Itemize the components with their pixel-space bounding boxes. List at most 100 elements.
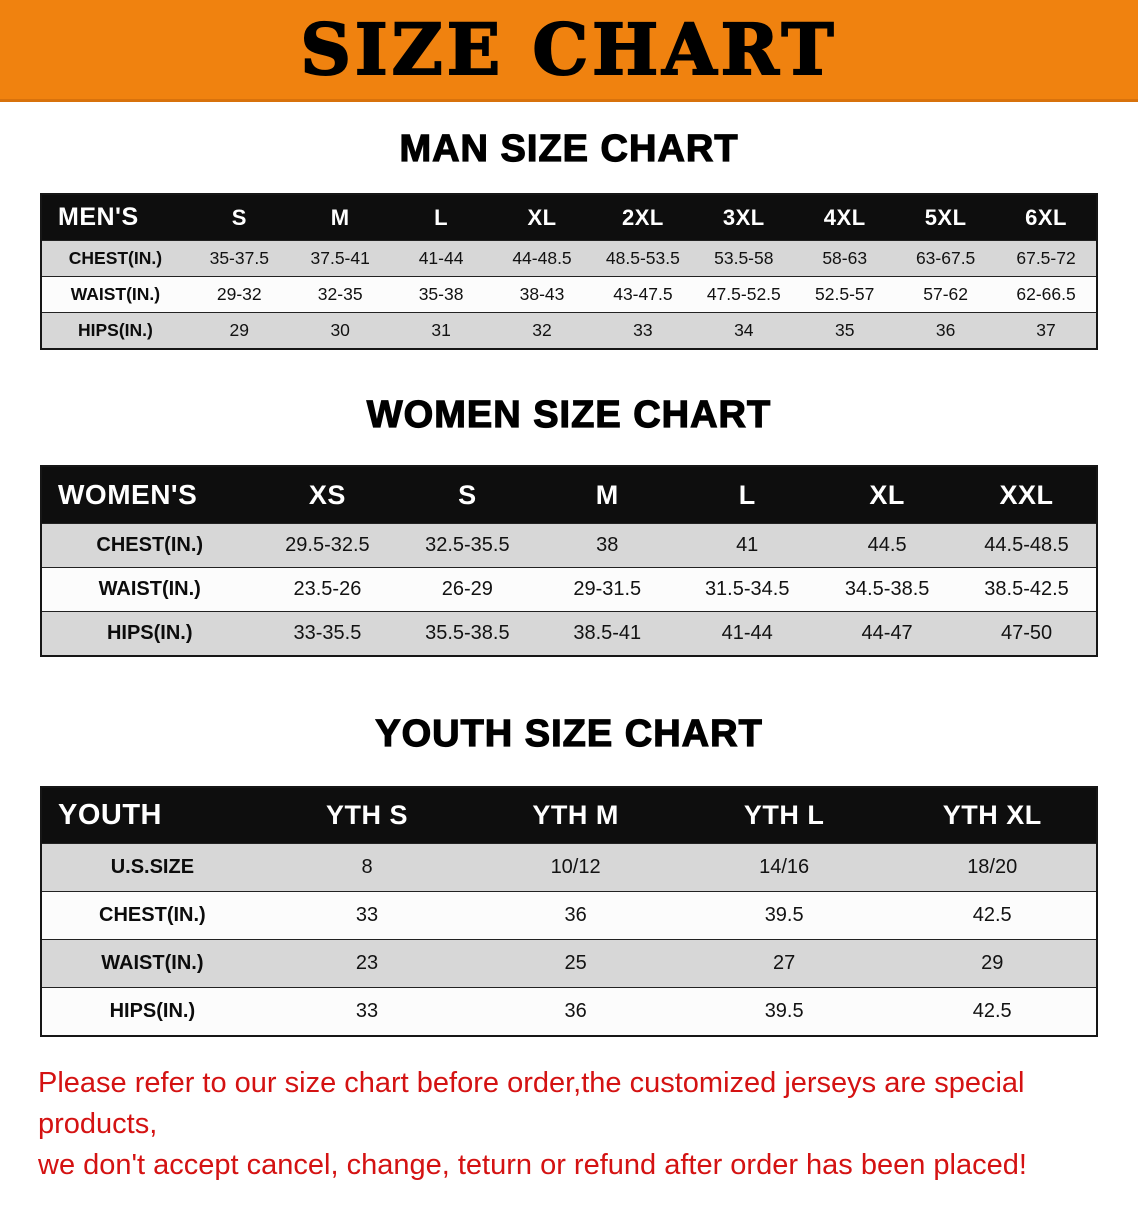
youth-size-column-header: YTH S — [262, 787, 472, 844]
youth-size-value: 27 — [773, 952, 796, 974]
youth-measure-row: CHEST(IN.) 33 36 39.5 42.5 — [41, 891, 1097, 940]
women-size-value: 38.5-42.5 — [984, 578, 1069, 600]
men-size-column-header: S — [188, 194, 290, 241]
men-size-value: 37.5-41 — [310, 248, 370, 268]
men-size-value: 29 — [229, 320, 250, 340]
women-size-column-header: M — [537, 466, 678, 524]
youth-measure-row: U.S.SIZE 8 10/12 14/16 18/20 — [41, 843, 1097, 892]
men-header-row: MEN'S S M L XL 2XL 3XL 4XL 5XL 6XL — [41, 194, 1097, 241]
women-size-value: 33-35.5 — [293, 622, 362, 644]
youth-section-heading: YOUTH SIZE CHART — [375, 712, 763, 755]
youth-size-value: 8 — [361, 856, 373, 878]
women-size-column-header: XL — [817, 466, 958, 524]
men-measure-row: HIPS(IN.) 29 30 31 32 33 34 35 36 37 — [41, 312, 1097, 349]
youth-size-value: 23 — [355, 952, 379, 974]
size-chart-banner: SIZE CHART — [0, 0, 1138, 102]
women-size-column-header: XXL — [957, 466, 1097, 524]
women-size-value: 38 — [596, 534, 619, 556]
men-size-value: 35-38 — [418, 284, 464, 304]
youth-row-label: CHEST(IN.) — [99, 904, 206, 926]
women-size-value: 35.5-38.5 — [425, 622, 510, 644]
youth-size-column-header: YTH XL — [888, 787, 1097, 844]
men-size-table: MEN'S S M L XL 2XL 3XL 4XL 5XL 6XL CHEST(IN.) 35-37… — [40, 193, 1098, 350]
women-table-corner-label: WOMEN'S — [41, 466, 258, 524]
men-size-value: 32 — [532, 320, 552, 340]
youth-size-value: 36 — [564, 904, 587, 926]
men-size-value: 41-44 — [418, 248, 464, 268]
women-size-value: 41 — [736, 534, 759, 556]
youth-size-value: 29 — [981, 952, 1004, 974]
women-size-value: 26-29 — [441, 578, 493, 600]
men-size-value: 48.5-53.5 — [605, 248, 680, 268]
disclaimer-line-2: we don't accept cancel, change, teturn o… — [38, 1149, 1027, 1182]
youth-table-wrap: YOUTH YTH S YTH M YTH L YTH XL U.S.SIZE 8 10/12… — [0, 786, 1138, 1037]
youth-size-value: 39.5 — [764, 1000, 804, 1022]
men-size-column-header: 4XL — [794, 194, 896, 241]
disclaimer-line-1: Please refer to our size chart before or… — [38, 1067, 1025, 1141]
men-size-column-header: 3XL — [693, 194, 795, 241]
women-size-value: 41-44 — [721, 622, 773, 644]
man-section-heading: MAN SIZE CHART — [399, 127, 739, 170]
youth-size-value: 39.5 — [764, 904, 804, 926]
youth-measure-row: WAIST(IN.) 23 25 27 29 — [41, 939, 1097, 988]
men-measure-row: WAIST(IN.) 29-32 32-35 35-38 38-43 43-47.5 47.… — [41, 276, 1097, 313]
women-size-value: 47-50 — [1000, 622, 1053, 644]
youth-size-table: YOUTH YTH S YTH M YTH L YTH XL U.S.SIZE 8 10/12… — [40, 786, 1098, 1037]
women-row-label: WAIST(IN.) — [98, 578, 201, 600]
women-size-column-header: S — [397, 466, 538, 524]
men-size-value: 35 — [834, 320, 855, 340]
youth-table-corner-label: YOUTH — [41, 787, 263, 844]
women-row-label: HIPS(IN.) — [106, 622, 193, 644]
women-row-label: CHEST(IN.) — [96, 534, 204, 556]
men-size-column-header: XL — [491, 194, 593, 241]
youth-row-label: WAIST(IN.) — [101, 952, 204, 974]
men-size-value: 43-47.5 — [613, 284, 673, 304]
women-measure-row: HIPS(IN.) 33-35.5 35.5-38.5 38.5-41 41-44 44-… — [41, 611, 1097, 656]
men-size-value: 33 — [633, 320, 653, 340]
men-size-value: 67.5-72 — [1016, 248, 1076, 268]
men-size-value: 36 — [935, 320, 956, 340]
youth-row-label: HIPS(IN.) — [109, 1000, 196, 1022]
women-table-wrap: WOMEN'S XS S M L XL XXL CHEST(IN.) 29.5-32.5 32.5… — [0, 465, 1138, 657]
women-size-value: 31.5-34.5 — [704, 578, 790, 600]
women-size-value: 44.5 — [867, 534, 907, 556]
men-size-value: 44-48.5 — [512, 248, 572, 268]
youth-size-value: 42.5 — [972, 904, 1012, 926]
men-size-value: 35-37.5 — [209, 248, 269, 268]
men-row-label: WAIST(IN.) — [70, 284, 161, 304]
men-size-column-header: M — [289, 194, 391, 241]
youth-size-value: 25 — [564, 952, 587, 974]
men-size-value: 30 — [330, 320, 350, 340]
youth-size-value: 10/12 — [550, 856, 601, 878]
women-size-value: 32.5-35.5 — [425, 534, 510, 556]
men-size-value: 37 — [1036, 320, 1056, 340]
men-measure-row: CHEST(IN.) 35-37.5 37.5-41 41-44 44-48.5 48.5… — [41, 240, 1097, 277]
men-table-wrap: MEN'S S M L XL 2XL 3XL 4XL 5XL 6XL CHEST(IN.) 35-37… — [0, 193, 1138, 350]
youth-row-label: U.S.SIZE — [110, 856, 195, 878]
men-row-label: CHEST(IN.) — [68, 248, 163, 268]
men-size-value: 53.5-58 — [714, 248, 774, 268]
women-measure-row: WAIST(IN.) 23.5-26 26-29 29-31.5 31.5-34.5 34… — [41, 567, 1097, 612]
men-size-value: 63-67.5 — [915, 248, 976, 268]
women-size-value: 38.5-41 — [573, 622, 642, 644]
women-size-value: 23.5-26 — [293, 578, 362, 600]
men-size-column-header: L — [390, 194, 492, 241]
youth-header-row: YOUTH YTH S YTH M YTH L YTH XL — [41, 787, 1097, 844]
men-size-column-header: 2XL — [592, 194, 694, 241]
youth-size-value: 14/16 — [759, 856, 810, 878]
men-size-column-header: 6XL — [996, 194, 1097, 241]
youth-size-value: 42.5 — [972, 1000, 1012, 1022]
men-size-value: 34 — [734, 320, 754, 340]
men-size-value: 62-66.5 — [1016, 284, 1076, 304]
women-size-table: WOMEN'S XS S M L XL XXL CHEST(IN.) 29.5-32.5 32.5… — [40, 465, 1098, 657]
youth-size-value: 33 — [355, 904, 379, 926]
women-size-value: 44-47 — [861, 622, 913, 644]
men-size-value: 47.5-52.5 — [706, 284, 781, 304]
women-size-column-header: L — [677, 466, 818, 524]
youth-size-column-header: YTH M — [471, 787, 680, 844]
youth-measure-row: HIPS(IN.) 33 36 39.5 42.5 — [41, 987, 1097, 1036]
men-table-corner-label: MEN'S — [41, 194, 189, 241]
size-chart-title: SIZE CHART — [299, 7, 838, 91]
men-size-value: 52.5-57 — [815, 284, 875, 304]
